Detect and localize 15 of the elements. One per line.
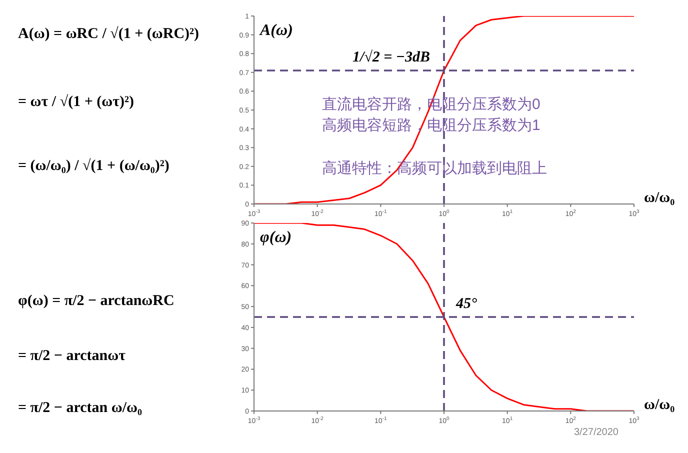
text: = (ω/ω₀) / √(1 + (ω/ω₀)²) bbox=[18, 158, 170, 175]
annotation: 高通特性：高频可以加载到电阻上 bbox=[322, 159, 547, 178]
ref-line-label: 1/√2 = −3dB bbox=[352, 50, 430, 66]
text: φ(ω) = π/2 − arctanωRC bbox=[18, 293, 174, 310]
ref-line-label: 45° bbox=[455, 296, 477, 312]
x-axis-title: ω/ω₀ bbox=[644, 190, 675, 207]
y-axis-title: A(ω) bbox=[260, 22, 293, 40]
text: = ωτ / √(1 + (ωτ)²) bbox=[18, 94, 134, 111]
text: 3/27/2020 bbox=[574, 427, 618, 438]
text: = π/2 − arctanωτ bbox=[18, 348, 126, 365]
y-axis-title: φ(ω) bbox=[260, 229, 292, 247]
text: = π/2 − arctan ω/ω₀ bbox=[18, 400, 142, 417]
x-axis-title: ω/ω₀ bbox=[644, 397, 675, 414]
annotation: 高频电容短路，电阻分压系数为1 bbox=[322, 116, 540, 135]
text: A(ω) = ωRC / √(1 + (ωRC)²) bbox=[18, 26, 200, 43]
